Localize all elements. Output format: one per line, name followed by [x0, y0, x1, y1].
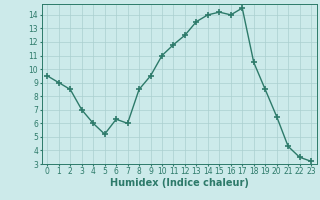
X-axis label: Humidex (Indice chaleur): Humidex (Indice chaleur) — [110, 178, 249, 188]
